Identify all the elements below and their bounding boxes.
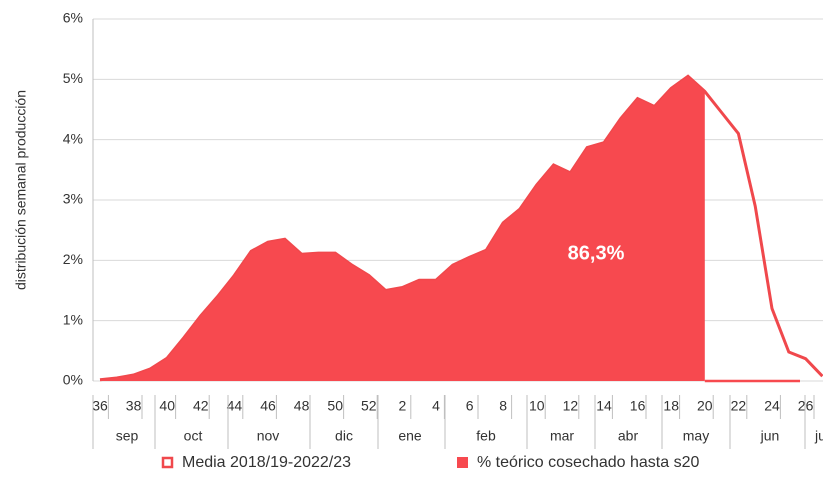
x-tick-label: 8 [499,398,507,414]
month-label: abr [618,428,639,444]
x-tick-label: 18 [663,398,679,414]
month-label: jun [760,428,780,444]
month-label: nov [257,428,280,444]
month-label: jul [814,428,823,444]
y-tick-label: 6% [63,10,83,26]
y-tick-label: 3% [63,191,83,207]
x-tick-label: 44 [227,398,243,414]
x-tick-label: 36 [92,398,108,414]
x-tick-label: 46 [260,398,276,414]
legend-label: % teórico cosechado hasta s20 [477,454,699,471]
month-label: mar [550,428,574,444]
legend-swatch [161,456,174,469]
x-tick-label: 12 [563,398,579,414]
month-label: dic [335,428,353,444]
month-label: may [683,428,709,444]
month-label: oct [184,428,203,444]
x-tick-label: 16 [630,398,646,414]
month-label: feb [476,428,496,444]
y-tick-label: 5% [63,70,83,86]
x-tick-label: 14 [596,398,612,414]
y-axis-label: distribución semanal producción [13,90,29,290]
x-tick-label: 2 [399,398,407,414]
x-tick-label: 22 [731,398,747,414]
x-tick-label: 48 [294,398,310,414]
x-tick-label: 50 [327,398,343,414]
x-tick-label: 20 [697,398,713,414]
x-tick-label: 52 [361,398,377,414]
x-tick-label: 26 [798,398,814,414]
x-tick-label: 42 [193,398,209,414]
x-tick-label: 38 [126,398,142,414]
x-tick-label: 10 [529,398,545,414]
y-tick-label: 1% [63,311,83,327]
x-tick-label: 4 [432,398,440,414]
x-tick-label: 24 [764,398,780,414]
y-tick-label: 0% [63,372,83,388]
area [100,76,705,382]
legend-swatch [457,457,468,468]
month-label: sep [116,428,139,444]
legend-label: Media 2018/19-2022/23 [182,454,351,471]
x-tick-label: 6 [466,398,474,414]
y-tick-label: 2% [63,251,83,267]
y-tick-label: 4% [63,130,83,146]
annotation: 86,3% [568,242,625,264]
x-tick-label: 40 [159,398,175,414]
month-label: ene [398,428,422,444]
